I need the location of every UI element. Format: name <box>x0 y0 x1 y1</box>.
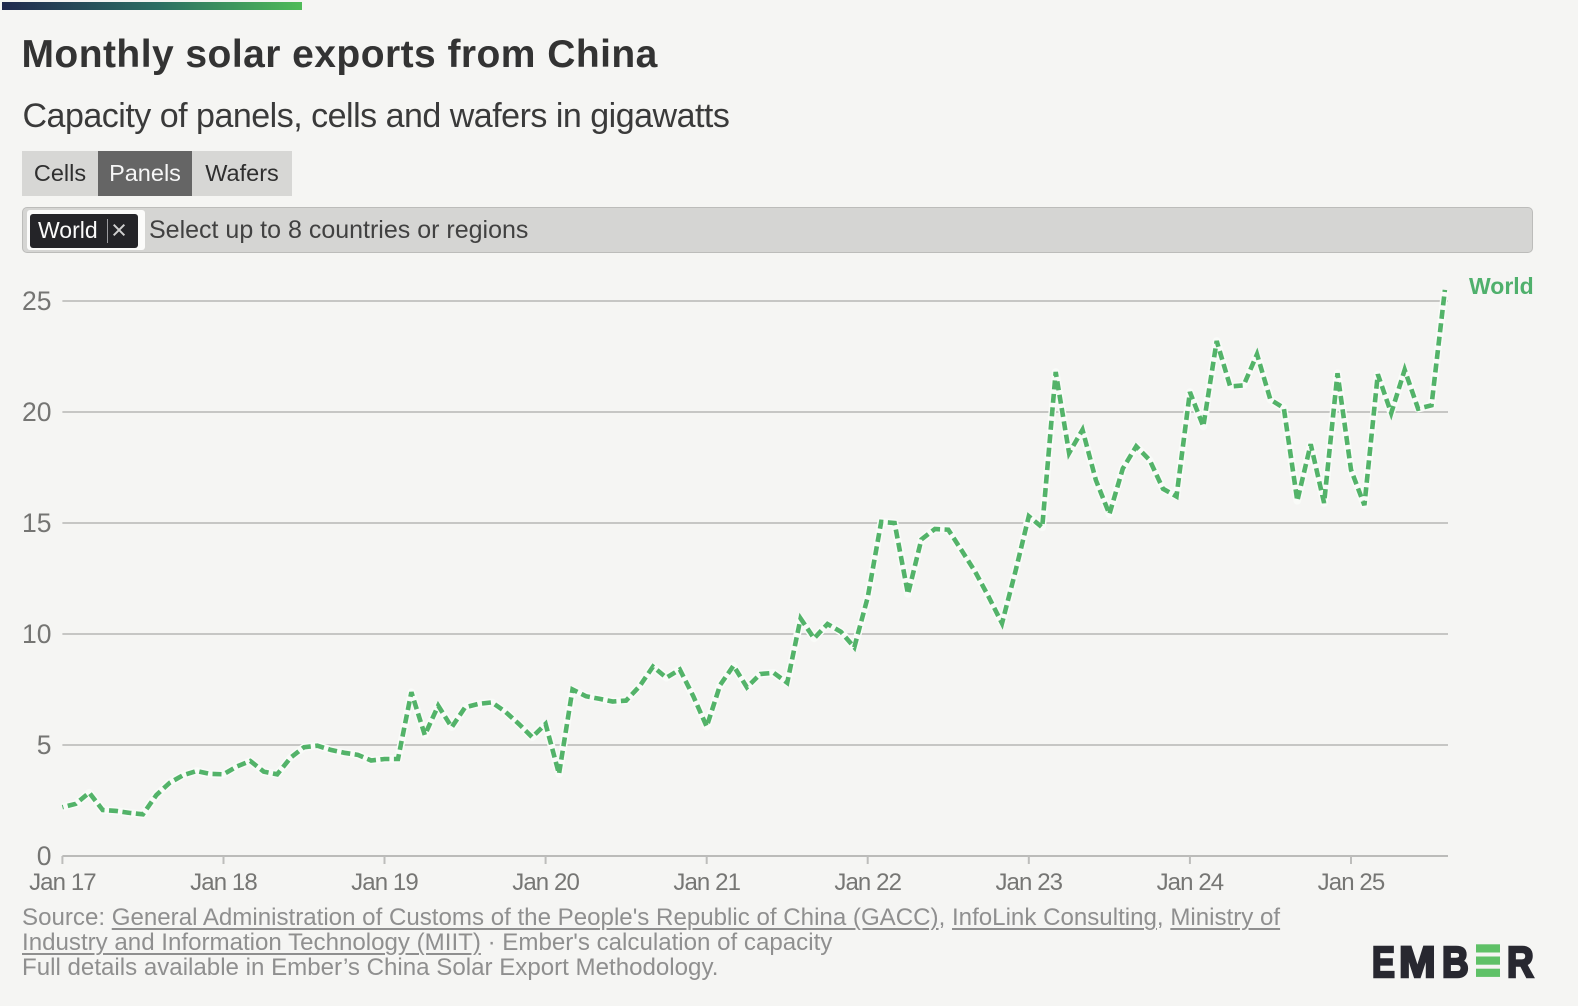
svg-text:Jan 22: Jan 22 <box>834 869 901 896</box>
svg-text:M: M <box>1399 940 1436 984</box>
svg-text:Jan 24: Jan 24 <box>1157 869 1224 896</box>
svg-text:World: World <box>1469 273 1534 299</box>
svg-text:0: 0 <box>37 841 52 871</box>
svg-text:E: E <box>1372 940 1395 984</box>
svg-text:R: R <box>1507 940 1534 984</box>
svg-text:15: 15 <box>22 508 51 538</box>
svg-text:10: 10 <box>22 619 51 649</box>
svg-text:25: 25 <box>22 286 51 316</box>
svg-text:Jan 19: Jan 19 <box>351 869 418 896</box>
svg-text:Jan 21: Jan 21 <box>673 869 740 896</box>
svg-text:5: 5 <box>37 730 52 760</box>
svg-text:20: 20 <box>22 397 51 427</box>
svg-text:Jan 18: Jan 18 <box>190 869 257 896</box>
svg-text:Jan 25: Jan 25 <box>1318 869 1385 896</box>
svg-text:Jan 20: Jan 20 <box>512 869 579 896</box>
svg-text:Jan 17: Jan 17 <box>29 869 96 896</box>
svg-text:B: B <box>1442 940 1469 984</box>
svg-text:Jan 23: Jan 23 <box>995 869 1062 896</box>
